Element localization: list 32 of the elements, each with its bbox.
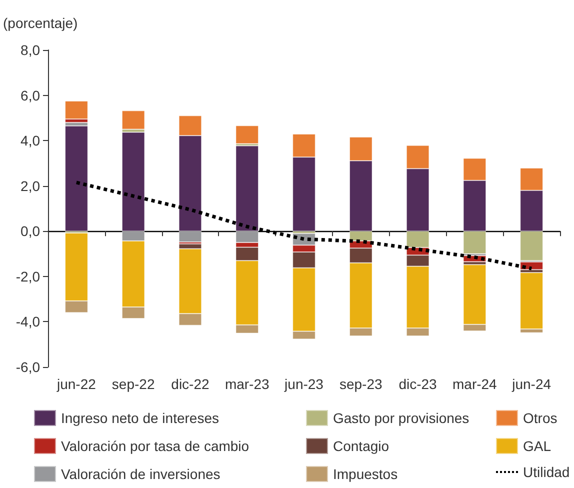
x-tick-label: mar-23 (224, 376, 270, 392)
y-tick-label: 4,0 (20, 132, 40, 149)
bar (122, 110, 145, 130)
x-tick-label: jun-24 (511, 376, 552, 392)
y-axis-title: (porcentaje) (3, 15, 78, 31)
x-tick-label: sep-22 (112, 376, 155, 392)
legend-label: Otros (523, 410, 558, 426)
y-tick-label: -6,0 (16, 359, 40, 375)
legend-label: Utilidad (523, 464, 570, 480)
y-tick-label: 2,0 (20, 178, 40, 194)
bar (520, 272, 543, 329)
y-tick-label: 0,0 (20, 223, 40, 240)
bar (65, 100, 88, 120)
legend-label: Ingreso neto de intereses (61, 410, 219, 426)
y-tick-label: -2,0 (16, 268, 40, 284)
legend-label: Valoración por tasa de cambio (61, 438, 250, 454)
legend-label: Contagio (333, 438, 390, 454)
legend-label: Gasto por provisiones (333, 410, 470, 426)
x-tick-label: jun-23 (284, 376, 324, 392)
x-tick-label: dic-22 (171, 376, 210, 392)
x-tick-label: jun-22 (56, 376, 96, 392)
y-tick-label: 8,0 (20, 42, 40, 58)
legend-label: GAL (523, 438, 552, 454)
x-tick-label: mar-24 (452, 376, 498, 392)
bar (65, 126, 88, 232)
legend-label: Impuestos (333, 466, 398, 482)
x-tick-label: dic-23 (398, 376, 438, 392)
bar (236, 126, 258, 144)
y-tick-label: 6,0 (20, 87, 40, 104)
x-tick-label: sep-23 (339, 376, 383, 392)
y-tick-label: -4,0 (16, 314, 40, 330)
legend-label: Valoración de inversiones (61, 466, 220, 482)
